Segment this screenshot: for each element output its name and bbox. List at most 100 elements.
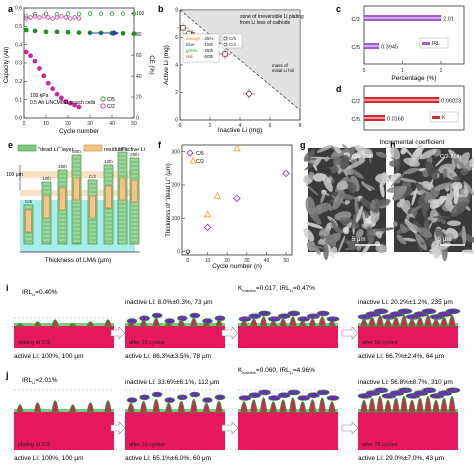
y-tick-label-a: 0.1 [15, 97, 22, 103]
legend-b-value-0: -25% [203, 36, 214, 41]
x-tick-label-f: 30 [244, 258, 250, 264]
i-active-50: active Li: 66.7%±2.4%, 64 μm [358, 353, 444, 360]
sem-texture [355, 205, 364, 225]
panel-c: c 0 1 2 C/2 2.01 C/5 0.3945 IRL Percentage (%) [336, 4, 465, 82]
value-label-c: 0.3945 [381, 45, 398, 51]
dead-li-particle [258, 389, 271, 396]
dendrite [328, 401, 336, 413]
dead-li-particle [373, 308, 389, 315]
sem-texture [339, 193, 356, 200]
x-tick-label-f: 40 [264, 258, 270, 264]
dendrite [259, 316, 268, 327]
point-a-c2-right [72, 15, 77, 20]
legend-label-c: IRL [432, 41, 440, 47]
column-active-li [105, 185, 112, 209]
legend-active-li: residual active Li [104, 147, 145, 153]
sem-texture [449, 183, 453, 196]
y-tick-label-b: 4 [175, 63, 178, 69]
sem-texture [411, 207, 418, 217]
point-f-c5 [233, 194, 241, 203]
dead-li-particle [421, 387, 437, 394]
point-a-c5-right [76, 11, 82, 17]
point-a-c5-left [54, 29, 60, 35]
legend-swatch-c [422, 42, 430, 45]
point-a-c2-left [72, 102, 77, 108]
sem-tag-h: C/2-25th [440, 154, 461, 160]
lithium-metal-block [14, 412, 114, 450]
sem-texture [305, 184, 319, 196]
column-active-li [89, 195, 96, 219]
sem-texture [457, 160, 466, 170]
dendrite [416, 397, 424, 413]
panel-label-f: f [158, 140, 162, 150]
point-a-c2-right [54, 15, 60, 20]
legend-box-c [419, 37, 449, 49]
sem-texture [429, 209, 439, 223]
point-a-c2-right [28, 15, 33, 20]
y-category-d: C/5 [351, 117, 360, 123]
j-k-label: Kinactive=0.060, IRLLi=4.96% [238, 367, 315, 375]
x-tick-label-b: 2 [209, 123, 212, 129]
dead-li-particle [397, 387, 413, 394]
x-tick-label-f: 10 [205, 258, 211, 264]
lithium-metal-block [238, 326, 338, 348]
y-category-c: C/2 [351, 17, 360, 23]
process-arrow [341, 326, 359, 340]
sem-texture [375, 243, 387, 253]
point-a-c5-right [43, 11, 49, 16]
dendrite [177, 319, 186, 327]
x-tick-label-f: 0 [187, 258, 190, 264]
dendrite [152, 398, 160, 413]
sem-texture [444, 232, 454, 242]
legend-swatch-active [83, 144, 103, 152]
dendrite [139, 400, 148, 413]
bar-c-highlight-1 [364, 45, 380, 47]
point-b-c5 [222, 51, 228, 57]
legend-b2-c2: C/2 [229, 42, 237, 47]
sem-texture [461, 249, 474, 254]
sem-texture [453, 184, 460, 205]
dendrite [400, 395, 408, 413]
sem-texture [423, 188, 441, 203]
dendrite [104, 319, 112, 327]
x-tick-label-b: 4 [239, 123, 242, 129]
dead-li-particle [287, 389, 301, 396]
sei-layer [238, 323, 338, 326]
dead-li-particle [397, 308, 413, 315]
sem-texture [396, 234, 407, 245]
dendrite [240, 401, 248, 413]
sem-tag-g: C/5-25th [352, 154, 373, 160]
sem-texture [346, 159, 366, 170]
sem-texture [427, 216, 432, 221]
sem-texture [349, 168, 364, 179]
dendrite [250, 318, 258, 327]
value-label-d: 0.06023 [441, 99, 461, 105]
sem-texture [448, 171, 454, 179]
point-f-c2 [213, 191, 222, 199]
dendrite [279, 318, 287, 327]
scale-label-h: 5 μm [438, 237, 451, 243]
j-active-25: active Li: 29.0%±7.0%, 43 μm [358, 455, 444, 462]
sem-texture [390, 156, 398, 162]
x-axis-label-c: Percentage (%) [391, 75, 436, 82]
dead-li-particle [248, 392, 262, 399]
inner-label-i: plating at C/5 [18, 340, 50, 346]
panel-j: j IRLLi=2.01% inactive Li: 33.6%±6.1%, 1… [5, 367, 461, 462]
point-a-c5-right [32, 12, 38, 17]
note-pressure: 100 kPa [30, 93, 49, 99]
dead-li-particle [139, 394, 150, 401]
point-a-c5-left [43, 29, 49, 35]
sem-texture [317, 205, 323, 210]
i-active-10: active Li: 86.3%±3.5%, 78 μm [125, 353, 211, 360]
point-a-c5-right [131, 11, 137, 16]
x-tick-label-a: 0 [23, 121, 26, 127]
x-tick-label-a: 40 [109, 121, 115, 127]
y-tick-label-a: 0.6 [15, 6, 22, 12]
panel-e: e "dead Li" layer residual active Li C/5… [6, 140, 145, 264]
dendrite [16, 404, 24, 413]
dead-li-particle [445, 387, 461, 394]
column-active-li [43, 195, 50, 219]
sem-texture [419, 241, 426, 246]
panel-label-c: c [336, 4, 341, 14]
dendrite [432, 399, 440, 413]
